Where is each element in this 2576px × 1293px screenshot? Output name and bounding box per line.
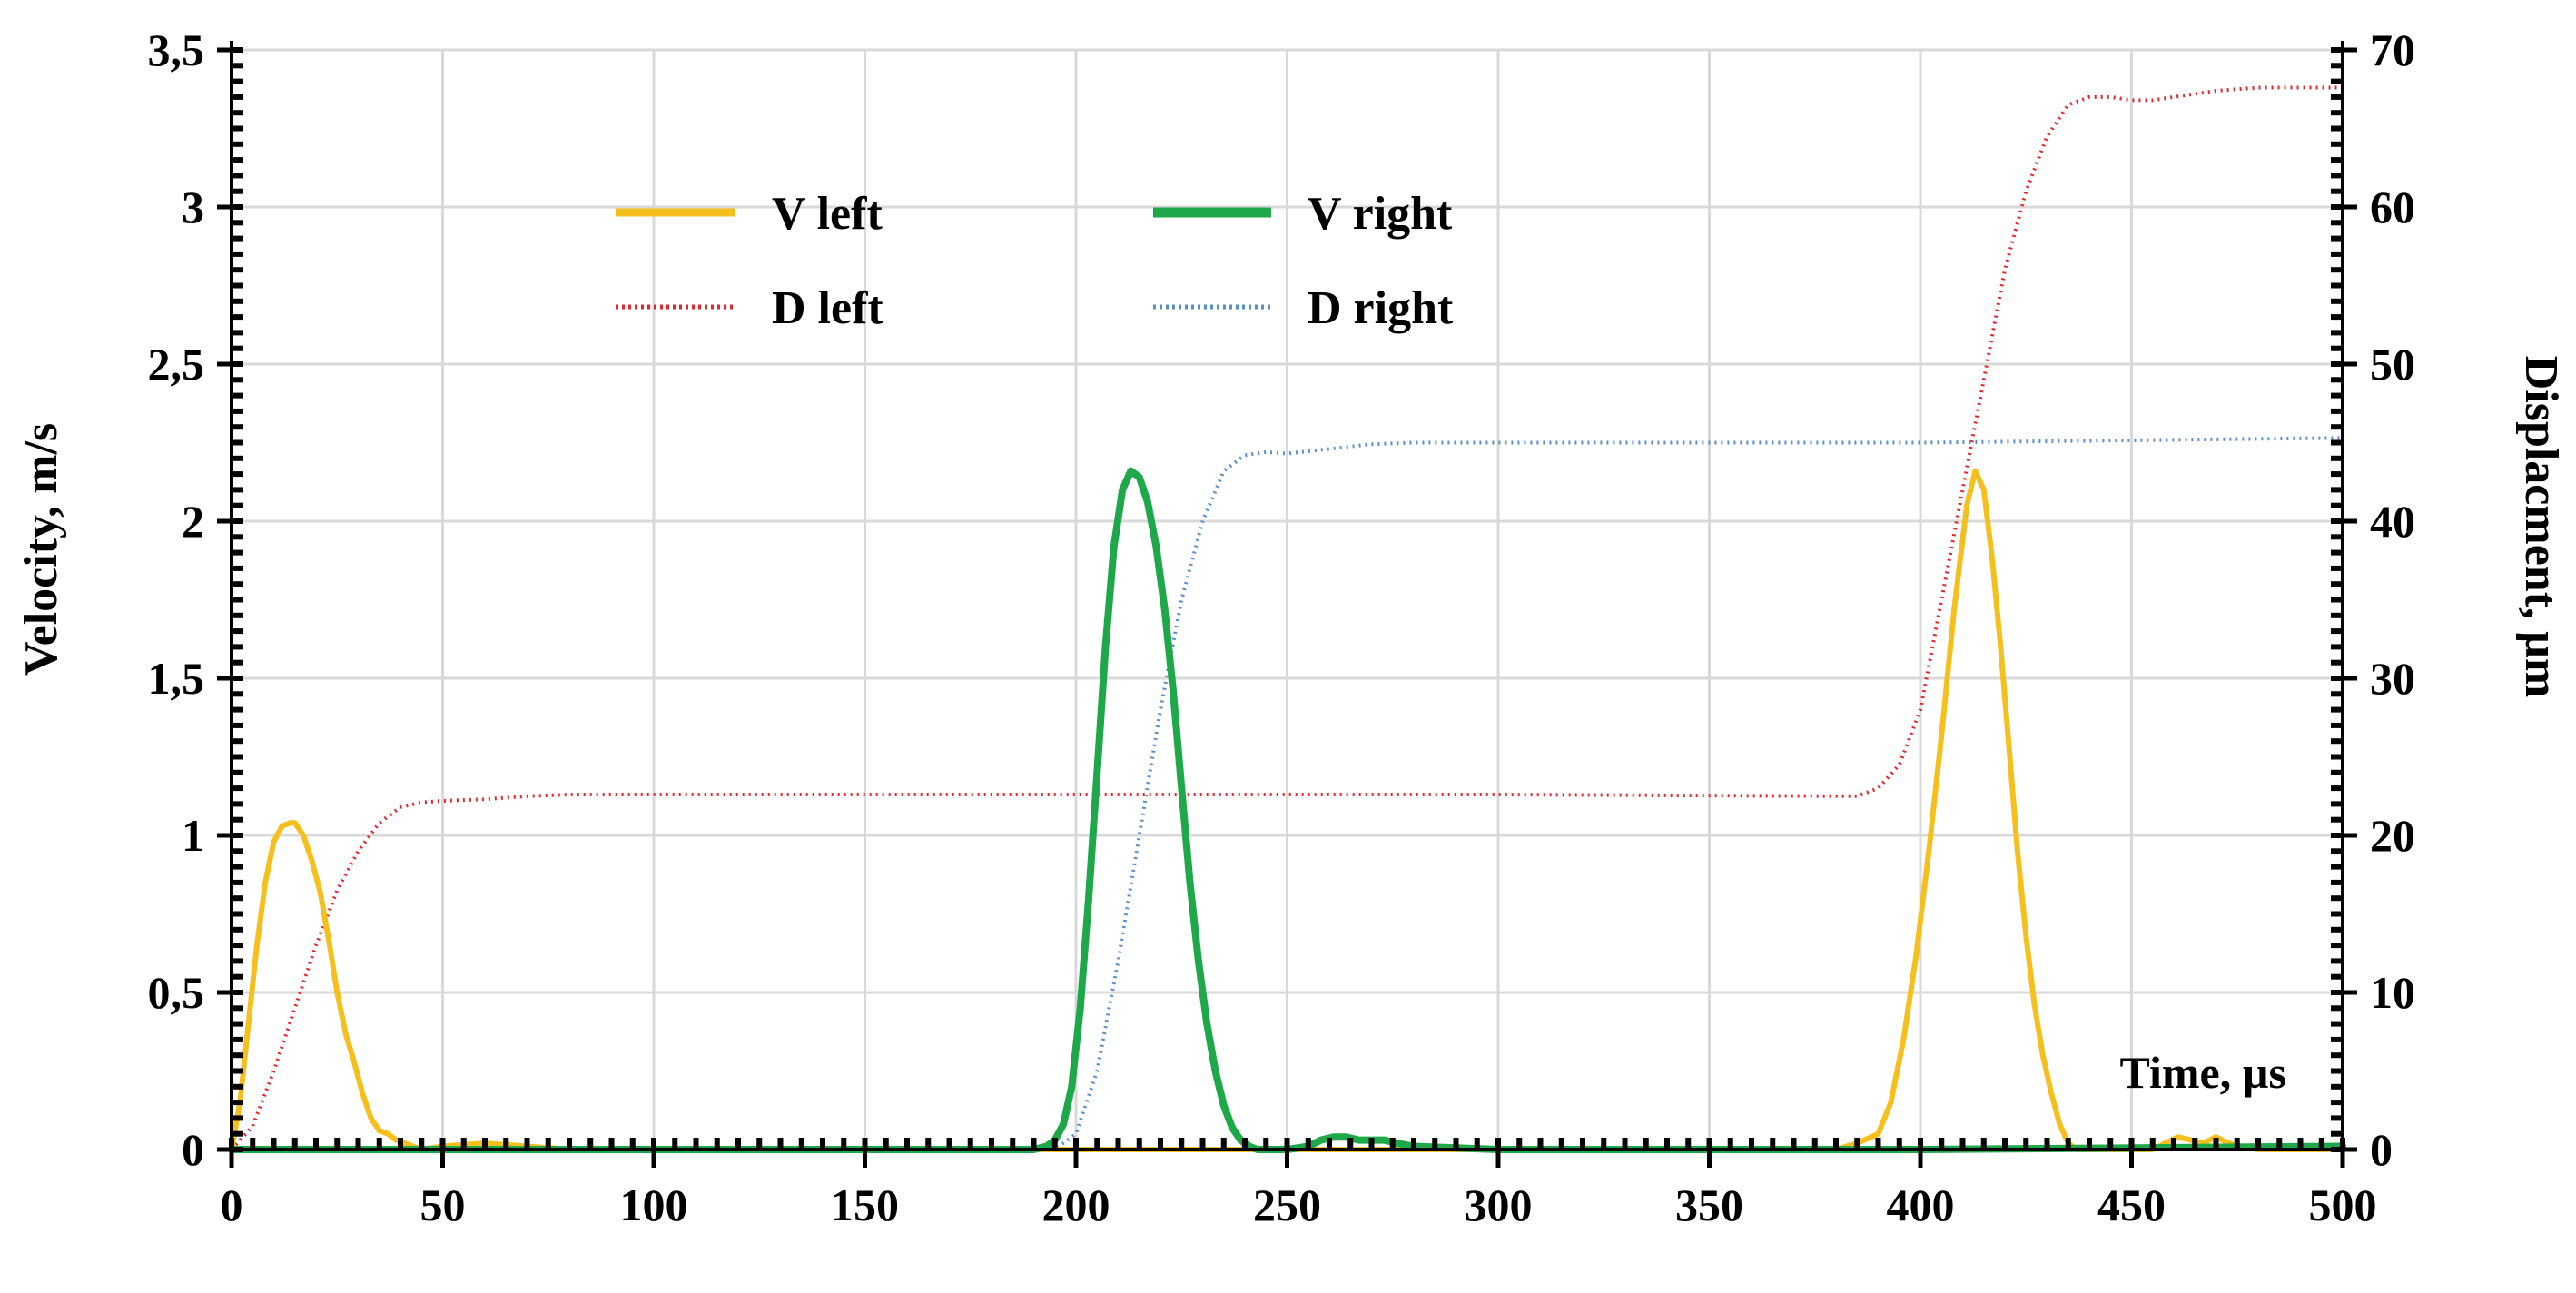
- y2-tick-label: 20: [2370, 810, 2415, 861]
- x-tick-label: 0: [221, 1179, 243, 1230]
- legend: V left V right D left D right: [616, 188, 1454, 334]
- y-tick-label: 0: [182, 1124, 204, 1175]
- y-tick-label: 3,5: [148, 25, 205, 75]
- x-tick-label: 50: [420, 1179, 466, 1230]
- legend-label-v-right: V right: [1308, 188, 1453, 240]
- legend-label-d-right: D right: [1308, 282, 1454, 334]
- x-tick-label: 500: [2309, 1179, 2377, 1230]
- y2-tick-label: 10: [2370, 967, 2415, 1018]
- y-tick-label: 3: [182, 182, 204, 232]
- y-axis-title: Velocity, m/s: [15, 423, 67, 676]
- x-tick-label: 200: [1042, 1179, 1110, 1230]
- tick-labels: 0 50 100 150 200 250 300 350 400 450 50000,511,522…: [148, 25, 2416, 1230]
- y-tick-label: 2: [182, 496, 204, 547]
- series-line-d-left: [230, 85, 2343, 1151]
- series-line-v-right: [228, 467, 2346, 1153]
- x-tick-label: 250: [1253, 1179, 1321, 1230]
- y2-tick-label: 30: [2370, 653, 2415, 704]
- y2-tick-label: 40: [2370, 496, 2415, 547]
- x-tick-label: 150: [831, 1179, 899, 1230]
- y2-tick-label: 0: [2370, 1124, 2393, 1175]
- y-tick-label: 2,5: [148, 339, 205, 390]
- grid-lines: [232, 48, 2344, 1150]
- x-tick-label: 300: [1465, 1179, 1533, 1230]
- x-tick-label: 400: [1887, 1179, 1955, 1230]
- x-tick-label: 350: [1675, 1179, 1743, 1230]
- x-tick-label: 100: [620, 1179, 688, 1230]
- legend-label-v-left: V left: [772, 188, 883, 240]
- y-tick-label: 1: [182, 810, 204, 861]
- y-tick-label: 1,5: [148, 653, 205, 704]
- x-tick-label: 450: [2097, 1179, 2166, 1230]
- legend-label-d-left: D left: [772, 282, 883, 334]
- y2-tick-label: 50: [2370, 339, 2415, 390]
- y2-axis-title: Displacment, µm: [2515, 356, 2567, 698]
- y-tick-label: 0,5: [148, 967, 205, 1018]
- y2-tick-label: 60: [2370, 182, 2415, 232]
- time-axis-annotation: Time, µs: [2120, 1047, 2286, 1098]
- axes: [217, 41, 2357, 1168]
- y2-tick-label: 70: [2370, 25, 2415, 75]
